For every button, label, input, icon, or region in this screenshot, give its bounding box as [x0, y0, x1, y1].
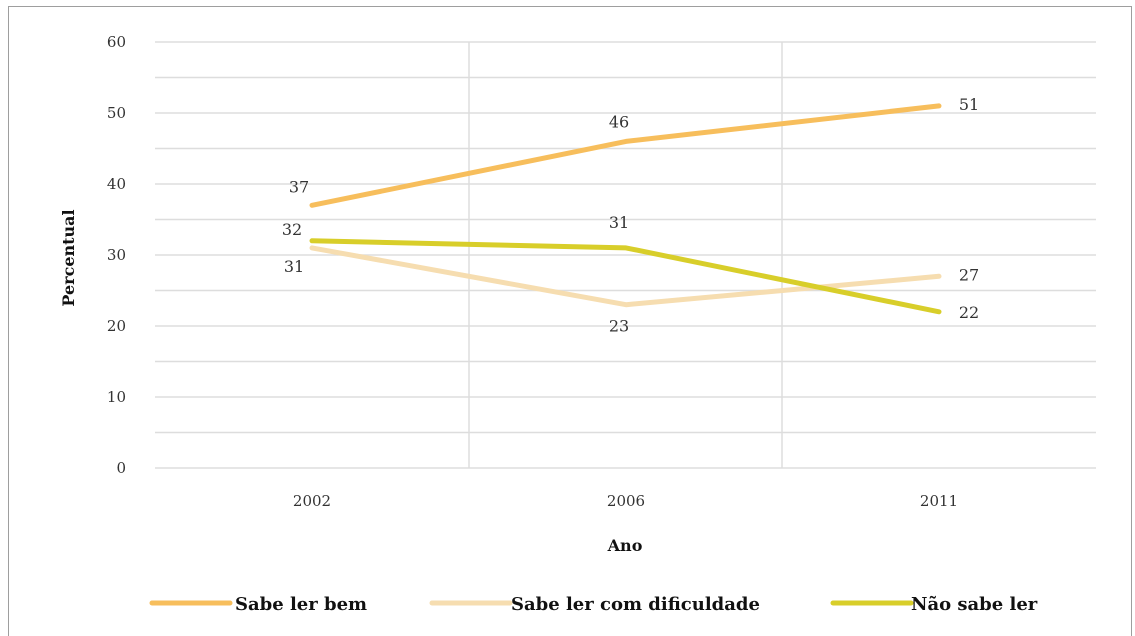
x-axis-title: Ano — [607, 536, 643, 555]
y-tick-label: 40 — [107, 175, 126, 193]
x-tick-label: 2002 — [293, 492, 331, 510]
data-label: 27 — [959, 265, 979, 284]
legend-label: Sabe ler bem — [235, 594, 367, 615]
y-tick-label: 50 — [107, 104, 126, 122]
data-label: 22 — [959, 303, 979, 322]
y-axis-ticks: 0 10 20 30 40 50 60 — [107, 33, 126, 477]
y-tick-label: 60 — [107, 33, 126, 51]
y-axis-title: Percentual — [59, 209, 78, 306]
grid-lines — [155, 41, 1096, 469]
y-tick-label: 0 — [116, 459, 126, 477]
data-label: 32 — [282, 220, 302, 239]
y-tick-label: 30 — [107, 246, 126, 264]
y-tick-label: 20 — [107, 317, 126, 335]
series-line-3 — [309, 238, 942, 315]
y-tick-label: 10 — [107, 388, 126, 406]
x-tick-label: 2006 — [607, 492, 645, 510]
legend-label: Não sabe ler — [911, 594, 1038, 615]
series-line-1 — [309, 103, 942, 208]
x-axis-ticks: 2002 2006 2011 — [293, 492, 958, 510]
x-tick-label: 2011 — [920, 492, 958, 510]
data-label: 51 — [959, 95, 979, 114]
data-label: 31 — [284, 257, 304, 276]
data-label: 31 — [609, 213, 629, 232]
legend-label: Sabe ler com dificuldade — [511, 594, 760, 615]
data-label: 37 — [289, 177, 309, 196]
data-label: 46 — [609, 112, 629, 131]
data-labels: 37 46 51 31 23 27 32 31 22 — [282, 95, 979, 336]
series-lines — [309, 103, 942, 315]
series-line-2 — [309, 245, 942, 308]
data-label: 23 — [609, 317, 629, 336]
chart-frame — [8, 6, 1132, 636]
legend: Sabe ler bem Sabe ler com dificuldade Não … — [149, 594, 1038, 615]
